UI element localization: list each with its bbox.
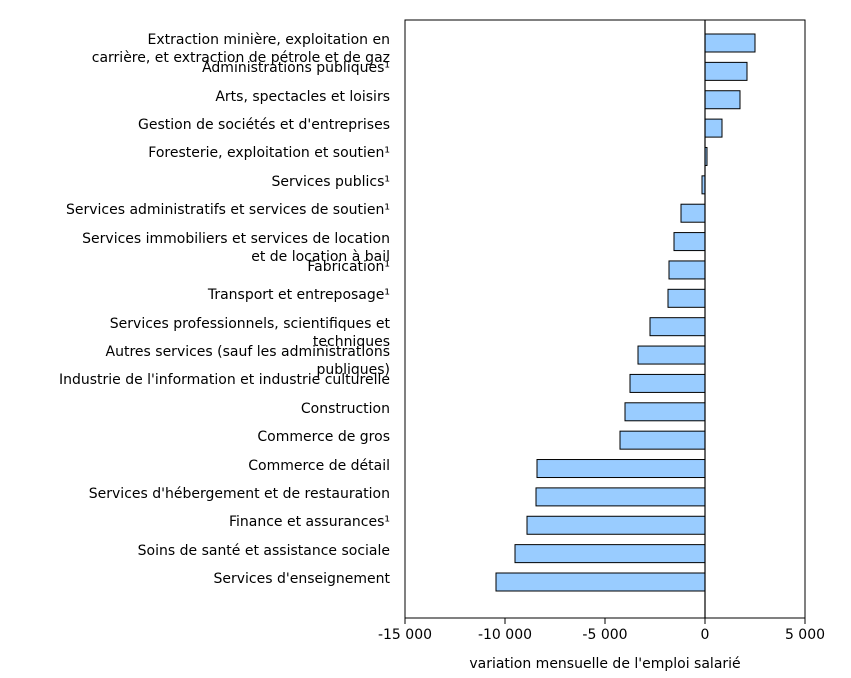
y-tick-label: Autres services (sauf les administration… [105,344,390,379]
x-tick-label: -5 000 [582,627,627,643]
bar [704,61,748,81]
y-tick-label: Services d'hébergement et de restauratio… [88,485,390,502]
y-tick-label: Services publics¹ [271,173,390,190]
bar [514,544,706,564]
bar [680,203,706,223]
y-tick-label: Transport et entreposage¹ [207,287,390,304]
y-tick-label: Foresterie, exploitation et soutien¹ [148,145,390,162]
y-tick-label: Arts, spectacles et loisirs [215,88,390,105]
y-tick-label: Services immobiliers et services de loca… [82,230,390,265]
y-tick-label: Services administratifs et services de s… [65,202,390,219]
y-tick-label: Services d'enseignement [213,571,391,587]
bar [667,288,706,308]
x-axis-label: variation mensuelle de l'emploi salarié [469,656,740,672]
y-tick-label: Industrie de l'information et industrie … [58,372,390,389]
bar [704,118,723,138]
bar [637,345,706,365]
y-tick-label: Services professionnels, scientifiques e… [109,315,390,350]
bar [649,317,706,337]
y-tick-label: Soins de santé et assistance sociale [137,542,390,559]
x-tick-label: 0 [701,627,710,643]
bar [704,90,741,110]
bar [629,373,706,393]
x-tick-label: 5 000 [785,627,825,643]
y-tick-label: Extraction minière, exploitation en carr… [91,32,390,66]
y-tick-label: Finance et assurances¹ [228,514,390,531]
y-tick-label: Commerce de gros [257,429,390,446]
bar [495,572,706,592]
y-tick-label: Fabrication¹ [307,258,390,275]
bar [536,459,706,479]
x-tick-label: -10 000 [478,627,532,643]
bar [535,487,706,507]
bar [526,515,706,535]
y-tick-label: Gestion de sociétés et d'entreprises [138,117,390,134]
bar [704,33,756,53]
y-tick-label: Commerce de détail [248,457,390,474]
bar [673,232,706,252]
y-tick-label: Administrations publiques¹ [202,60,390,77]
y-tick-label: Construction [300,400,390,417]
bar [624,402,706,422]
bar [668,260,706,280]
x-tick-label: -15 000 [378,627,432,643]
bar [619,430,706,450]
